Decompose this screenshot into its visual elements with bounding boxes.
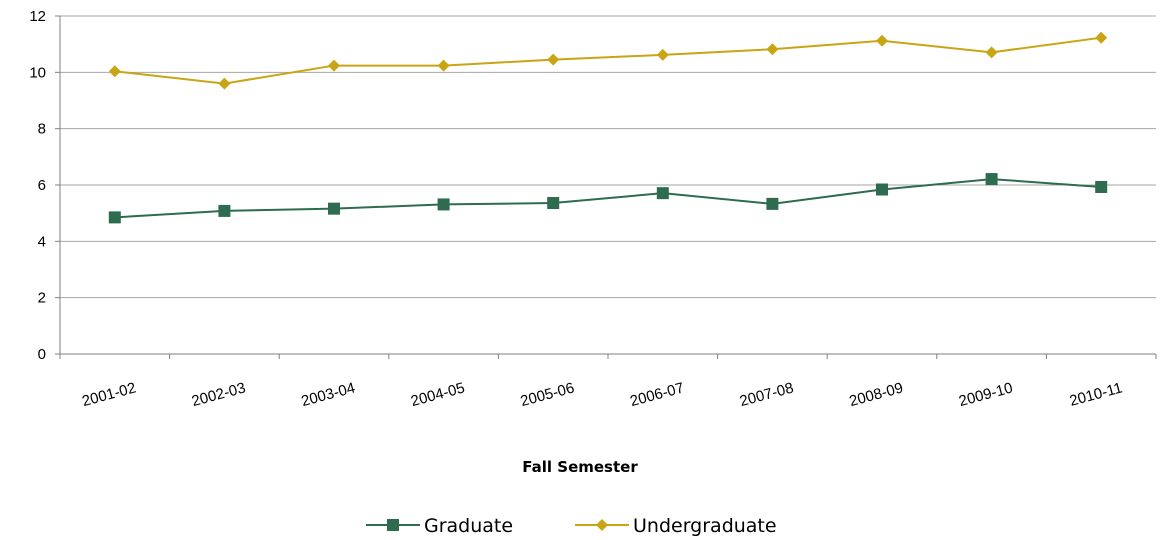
series-line [114, 36, 1102, 85]
y-tick-label: 2 [38, 290, 46, 307]
data-point [1095, 180, 1108, 193]
data-point [218, 204, 231, 217]
data-point [218, 77, 231, 90]
x-tick-label: 2001-02 [80, 379, 138, 410]
x-tick-label: 2007-08 [738, 379, 796, 410]
data-point [876, 34, 888, 47]
series-undergraduate [108, 31, 1108, 90]
legend-item-graduate: Graduate [366, 515, 513, 537]
data-point [108, 211, 121, 224]
y-tick-label: 8 [38, 121, 46, 138]
legend-marker [596, 519, 608, 531]
y-axis-ticks: 0 2 4 6 8 10 12 [29, 8, 60, 363]
series-line [114, 178, 1102, 219]
x-tick-label: 2003-04 [299, 379, 357, 410]
legend: Graduate Undergraduate [366, 515, 777, 537]
data-point [656, 187, 669, 200]
x-tick-label: 2005-06 [519, 379, 577, 410]
data-point [547, 53, 560, 66]
data-point [328, 59, 340, 72]
x-tick-label: 2008-09 [847, 379, 905, 410]
series-layer [108, 31, 1108, 224]
y-tick-label: 12 [29, 8, 46, 25]
data-point [876, 183, 888, 196]
x-tick-label: 2002-03 [190, 379, 248, 410]
data-point [656, 48, 669, 61]
legend-label: Undergraduate [633, 515, 777, 537]
data-point [547, 197, 560, 210]
data-point [328, 202, 340, 215]
data-point [1095, 31, 1108, 44]
data-point [437, 59, 450, 72]
y-tick-label: 6 [38, 177, 46, 194]
y-tick-label: 0 [38, 346, 46, 363]
y-tick-label: 10 [29, 64, 46, 81]
x-axis-ticks: 2001-02 2002-03 2003-04 2004-05 2005-06 2006-… [59, 354, 1157, 410]
y-tick-label: 4 [38, 233, 46, 250]
data-point [985, 46, 998, 59]
legend-item-undergraduate: Undergraduate [575, 515, 777, 537]
gridlines [60, 15, 1156, 299]
x-axis-title: Fall Semester [522, 458, 638, 476]
data-point [437, 198, 450, 211]
legend-label: Graduate [424, 515, 513, 537]
x-tick-label: 2004-05 [409, 379, 467, 410]
data-point [766, 197, 779, 210]
legend-marker [387, 519, 399, 531]
data-point [108, 65, 121, 78]
data-point [985, 173, 998, 186]
x-tick-label: 2010-11 [1068, 379, 1124, 409]
data-point [766, 43, 779, 56]
x-tick-label: 2009-10 [957, 379, 1015, 410]
x-tick-label: 2006-07 [628, 379, 686, 410]
series-graduate [108, 173, 1108, 224]
